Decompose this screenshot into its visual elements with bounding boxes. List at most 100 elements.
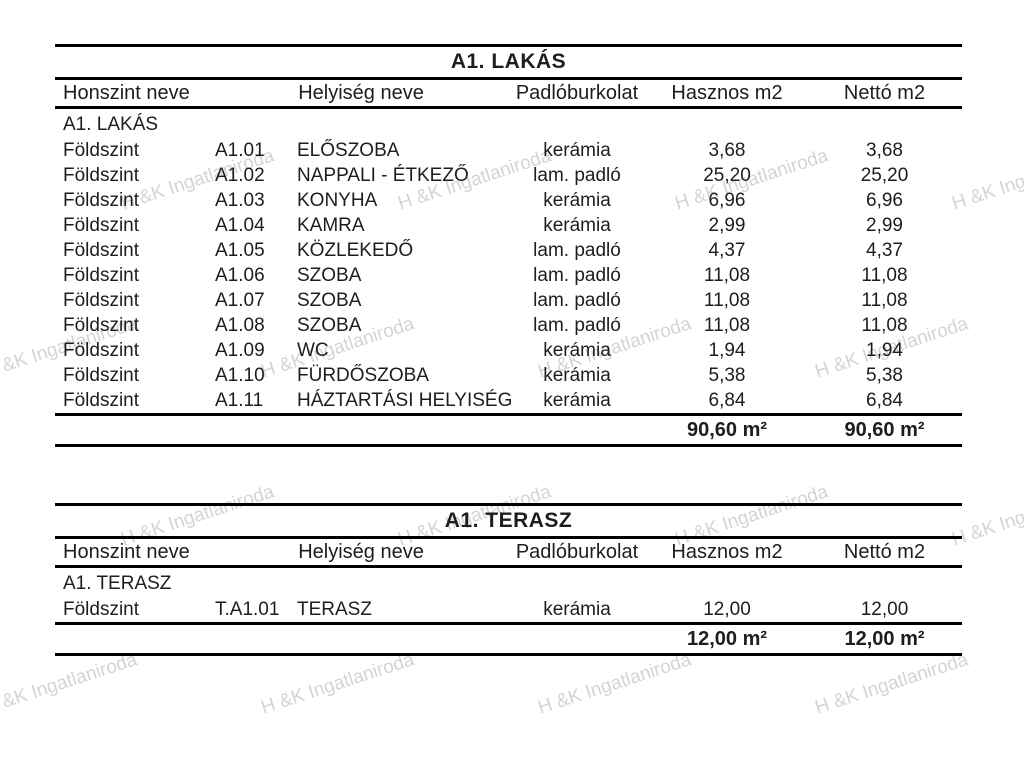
table-row: Földszint A1.11 HÁZTARTÁSI HELYISÉG kerámia… — [55, 388, 962, 413]
room-name-cell: ELŐSZOBA — [297, 140, 400, 161]
section-label: A1. TERASZ — [63, 573, 172, 594]
column-header-floor: Honszint neve — [63, 82, 190, 104]
flooring-cell: kerámia — [543, 140, 611, 161]
watermark-text: H &K Ingatlaniroda — [0, 649, 140, 718]
watermark-text: H &K Ingatlaniroda — [258, 649, 417, 719]
flooring-cell: lam. padló — [533, 240, 621, 261]
floor-cell: Földszint — [63, 215, 140, 236]
column-header-useful: Hasznos m2 — [671, 541, 783, 563]
table-row: Földszint A1.02 NAPPALI - ÉTKEZŐ lam. padló… — [55, 163, 962, 188]
table-body: A1. TERASZ Földszint T.A1.01 TERASZ kerámia… — [55, 568, 962, 625]
section-label: A1. LAKÁS — [63, 114, 159, 135]
useful-m2-cell: 11,08 — [703, 265, 751, 286]
table-title: A1. TERASZ — [55, 503, 962, 539]
useful-m2-cell: 4,37 — [708, 240, 746, 261]
flooring-cell: kerámia — [543, 365, 611, 386]
room-name-cell: FÜRDŐSZOBA — [297, 365, 429, 386]
table-row: Földszint A1.08 SZOBA lam. padló 11,08 11,08 — [55, 313, 962, 338]
useful-m2-cell: 6,96 — [708, 190, 746, 211]
net-m2-cell: 12,00 — [860, 599, 909, 620]
column-header-flooring: Padlóburkolat — [515, 541, 639, 563]
room-name-cell: HÁZTARTÁSI HELYISÉG — [297, 390, 513, 411]
code-cell: A1.09 — [215, 340, 265, 361]
table-lakas: A1. LAKÁS Honszint neve Helyiség neve Pa… — [55, 44, 962, 447]
net-m2-cell: 1,94 — [866, 340, 903, 361]
flooring-cell: lam. padló — [533, 315, 621, 336]
floor-cell: Földszint — [63, 365, 140, 386]
flooring-cell: kerámia — [543, 340, 611, 361]
flooring-cell: lam. padló — [533, 290, 621, 311]
useful-m2-cell: 25,20 — [703, 165, 751, 186]
table-row: Földszint A1.01 ELŐSZOBA kerámia 3,68 3,68 — [55, 138, 962, 163]
useful-m2-cell: 11,08 — [703, 290, 751, 311]
floor-cell: Földszint — [63, 165, 140, 186]
room-name-cell: WC — [297, 340, 329, 361]
table-row: Földszint A1.05 KÖZLEKEDŐ lam. padló 4,37 4,3… — [55, 238, 962, 263]
flooring-cell: kerámia — [543, 599, 611, 620]
table-row: Földszint A1.04 KAMRA kerámia 2,99 2,99 — [55, 213, 962, 238]
room-name-cell: TERASZ — [297, 599, 372, 620]
floor-cell: Földszint — [63, 315, 140, 336]
floor-cell: Földszint — [63, 340, 140, 361]
document-page: A1. LAKÁS Honszint neve Helyiség neve Pa… — [0, 44, 1024, 656]
code-cell: A1.03 — [215, 190, 265, 211]
net-m2-cell: 11,08 — [861, 315, 908, 336]
floor-cell: Földszint — [63, 599, 140, 620]
net-m2-cell: 25,20 — [860, 165, 909, 186]
code-cell: A1.08 — [215, 315, 265, 336]
net-m2-cell: 6,84 — [866, 390, 903, 411]
total-useful: 12,00 m² — [686, 628, 768, 650]
net-m2-cell: 3,68 — [866, 140, 903, 161]
table-header-row: Honszint neve Helyiség neve Padlóburkola… — [55, 80, 962, 109]
table-header-row: Honszint neve Helyiség neve Padlóburkola… — [55, 539, 962, 568]
room-name-cell: SZOBA — [297, 315, 362, 336]
net-m2-cell: 11,08 — [861, 290, 908, 311]
table-rows: Földszint T.A1.01 TERASZ kerámia 12,00 12,00 — [55, 597, 962, 622]
floor-cell: Földszint — [63, 240, 140, 261]
net-m2-cell: 2,99 — [866, 215, 903, 236]
net-m2-cell: 5,38 — [866, 365, 903, 386]
code-cell: A1.06 — [215, 265, 265, 286]
code-cell: A1.10 — [215, 365, 265, 386]
floor-cell: Földszint — [63, 265, 140, 286]
useful-m2-cell: 1,94 — [708, 340, 746, 361]
code-cell: T.A1.01 — [215, 599, 280, 620]
room-name-cell: KONYHA — [297, 190, 378, 211]
table-row: Földszint A1.06 SZOBA lam. padló 11,08 11,08 — [55, 263, 962, 288]
code-cell: A1.01 — [215, 140, 265, 161]
flooring-cell: kerámia — [543, 390, 611, 411]
room-name-cell: KAMRA — [297, 215, 365, 236]
useful-m2-cell: 12,00 — [703, 599, 751, 620]
useful-m2-cell: 5,38 — [708, 365, 746, 386]
total-net: 12,00 m² — [844, 628, 925, 650]
flooring-cell: lam. padló — [533, 165, 621, 186]
table-title: A1. LAKÁS — [55, 44, 962, 80]
code-cell: A1.02 — [215, 165, 265, 186]
useful-m2-cell: 2,99 — [708, 215, 746, 236]
net-m2-cell: 6,96 — [866, 190, 903, 211]
total-net: 90,60 m² — [844, 419, 925, 441]
watermark-text: H &K Ingatlaniroda — [812, 649, 971, 719]
table-row: Földszint A1.10 FÜRDŐSZOBA kerámia 5,38 5,38 — [55, 363, 962, 388]
table-terasz: A1. TERASZ Honszint neve Helyiség neve P… — [55, 503, 962, 656]
room-name-cell: KÖZLEKEDŐ — [297, 240, 414, 261]
room-name-cell: NAPPALI - ÉTKEZŐ — [297, 165, 469, 186]
useful-m2-cell: 11,08 — [703, 315, 751, 336]
column-header-flooring: Padlóburkolat — [515, 82, 639, 104]
column-header-net: Nettó m2 — [843, 82, 926, 104]
table-row: Földszint A1.07 SZOBA lam. padló 11,08 11,08 — [55, 288, 962, 313]
floor-cell: Földszint — [63, 190, 140, 211]
flooring-cell: kerámia — [543, 190, 611, 211]
floor-cell: Földszint — [63, 390, 140, 411]
code-cell: A1.07 — [215, 290, 265, 311]
column-header-useful: Hasznos m2 — [671, 82, 783, 104]
useful-m2-cell: 3,68 — [708, 140, 746, 161]
column-header-room: Helyiség neve — [298, 82, 424, 104]
table-row: Földszint A1.03 KONYHA kerámia 6,96 6,96 — [55, 188, 962, 213]
total-useful: 90,60 m² — [686, 419, 768, 441]
floor-cell: Földszint — [63, 140, 140, 161]
column-header-net: Nettó m2 — [843, 541, 926, 563]
flooring-cell: lam. padló — [533, 265, 621, 286]
room-name-cell: SZOBA — [297, 265, 362, 286]
table-row: Földszint A1.09 WC kerámia 1,94 1,94 — [55, 338, 962, 363]
